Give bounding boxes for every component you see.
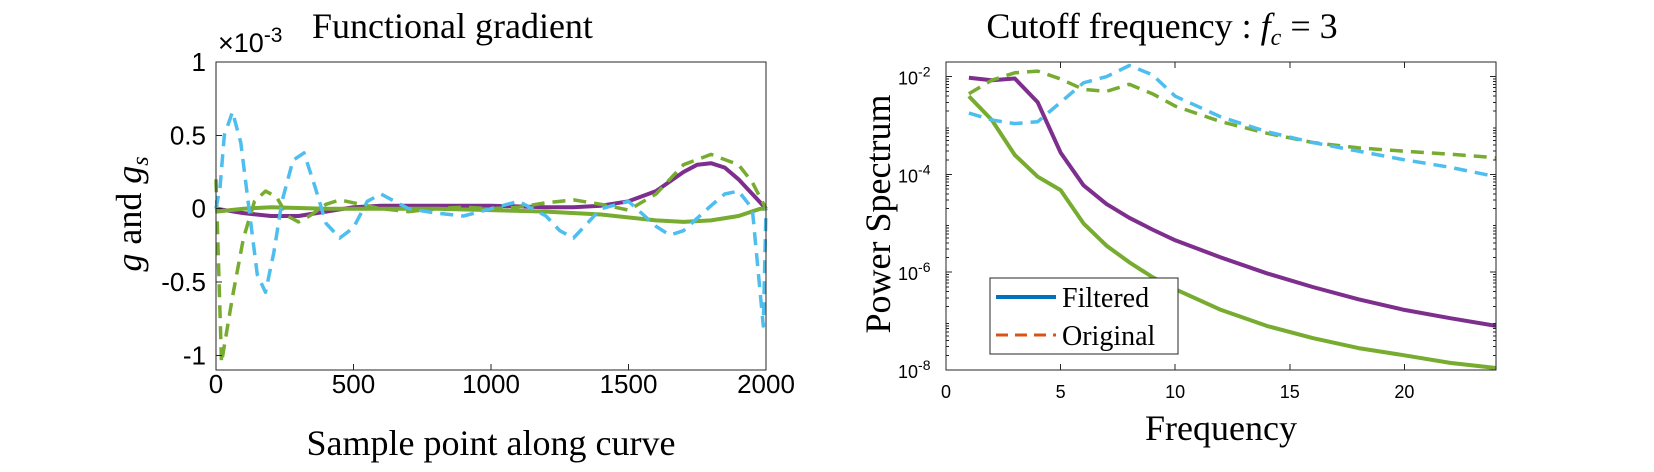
legend-box — [989, 277, 1179, 355]
x-axis: 0 5 10 15 20 — [941, 62, 1414, 402]
series-line-2 — [214, 152, 768, 365]
y-tick-label: 10-6 — [898, 259, 931, 284]
y-axis: 1 0.5 0 -0.5 -1 — [161, 47, 222, 370]
y-tick-label: -1 — [183, 340, 206, 370]
y-scale-power: -3 — [264, 24, 283, 47]
series-line-3 — [214, 110, 768, 328]
chart-functional-gradient: Functional gradient ×10-3 0 500 1000 1500 20… — [109, 6, 795, 463]
y-axis-label: Power Spectrum — [858, 95, 898, 334]
chart-title: Functional gradient — [312, 6, 593, 46]
x-tick-label: 2000 — [737, 369, 795, 399]
x-axis-label: Frequency — [1145, 408, 1297, 448]
y-tick-label: 0 — [192, 194, 206, 224]
y-tick-label: 10-8 — [898, 357, 931, 382]
y-tick-label: 10-2 — [898, 64, 931, 89]
series-line-0 — [215, 161, 768, 218]
series-group — [214, 110, 768, 365]
series-line-2 — [968, 69, 1497, 160]
legend-label-original: Original — [1062, 321, 1156, 352]
x-tick-label: 1000 — [462, 369, 520, 399]
legend-label-filtered: Filtered — [1062, 283, 1149, 314]
y-tick-label: -0.5 — [161, 267, 206, 297]
x-tick-label: 20 — [1394, 382, 1414, 402]
chart-title: Cutoff frequency : fc = 3 — [986, 6, 1337, 51]
chart-power-spectrum: Cutoff frequency : fc = 3 0 5 10 15 20 10-21… — [858, 6, 1497, 448]
x-axis-label: Sample point along curve — [307, 423, 676, 463]
series-line-1 — [967, 94, 1497, 370]
x-tick-label: 500 — [332, 369, 375, 399]
y-tick-label: 1 — [192, 47, 206, 77]
series-line-1 — [215, 205, 766, 224]
series-line-3 — [968, 63, 1497, 179]
x-tick-label: 5 — [1056, 382, 1066, 402]
x-tick-label: 10 — [1165, 382, 1185, 402]
x-axis: 0 500 1000 1500 2000 — [209, 364, 795, 399]
y-scale-base: ×10 — [218, 28, 264, 58]
y-axis-label: g and gs — [109, 156, 154, 271]
chart-title-text: Cutoff frequency : — [986, 6, 1260, 46]
legend: Filtered Original — [989, 277, 1179, 355]
y-scale-exponent: ×10-3 — [218, 24, 283, 58]
x-tick-label: 1500 — [600, 369, 658, 399]
x-tick-label: 0 — [209, 369, 223, 399]
y-tick-label: 0.5 — [170, 120, 206, 150]
x-tick-label: 0 — [941, 382, 951, 402]
plot-area-frame — [945, 61, 1497, 371]
x-tick-label: 15 — [1280, 382, 1300, 402]
series-group — [967, 63, 1497, 370]
series-line-0 — [968, 75, 1497, 328]
y-tick-label: 10-4 — [898, 161, 931, 186]
y-axis: 10-2 10-4 10-6 10-8 — [898, 61, 1496, 382]
